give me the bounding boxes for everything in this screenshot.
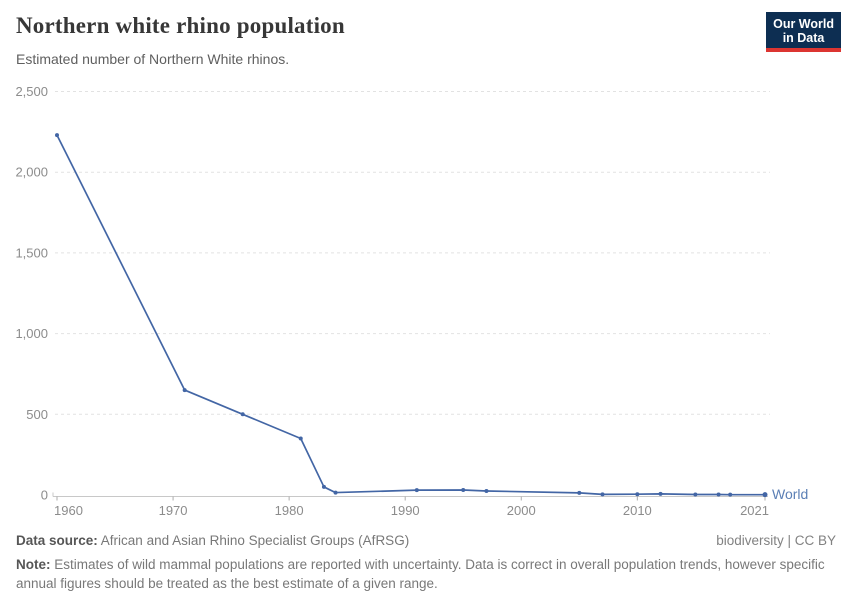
page-title: Northern white rhino population [16, 13, 345, 38]
data-point[interactable] [693, 492, 698, 497]
data-point[interactable] [716, 492, 721, 497]
x-tick-label: 1980 [275, 503, 304, 518]
world-line[interactable] [56, 134, 765, 496]
data-point[interactable] [658, 491, 663, 496]
data-point[interactable] [728, 492, 733, 497]
data-point[interactable] [298, 436, 303, 441]
data-point[interactable] [240, 412, 245, 417]
y-tick-label: 2,500 [15, 84, 48, 99]
footer-note: Note: Estimates of wild mammal populatio… [16, 555, 836, 593]
y-tick-label: 1,000 [15, 326, 48, 341]
license-link[interactable]: biodiversity | CC BY [716, 533, 836, 548]
data-point[interactable] [600, 492, 605, 497]
chart-subtitle: Estimated number of Northern White rhino… [16, 51, 290, 67]
line-chart-plot[interactable]: 0 500 1,000 1,500 2,000 2,500 1960 1970 1980 1990… [0, 0, 850, 530]
x-tick-label: 2000 [507, 503, 536, 518]
x-tick-label: 1970 [159, 503, 188, 518]
entity-label-world[interactable]: World [772, 486, 808, 502]
footer-source-row: Data source: African and Asian Rhino Spe… [16, 531, 836, 550]
y-tick-label: 1,500 [15, 245, 48, 260]
data-source-label: Data source: [16, 533, 98, 548]
x-tick-label: 2010 [623, 503, 652, 518]
data-source-value: African and Asian Rhino Specialist Group… [100, 533, 410, 548]
data-point[interactable] [461, 487, 466, 492]
owid-logo-line2: in Data [782, 31, 825, 45]
data-point[interactable] [333, 490, 338, 495]
x-tick-label: 1960 [54, 503, 83, 518]
data-source: Data source: African and Asian Rhino Spe… [16, 531, 409, 550]
data-point[interactable] [762, 492, 768, 498]
data-point[interactable] [182, 388, 187, 393]
y-tick-label: 500 [26, 407, 48, 422]
data-point[interactable] [55, 133, 59, 138]
owid-logo[interactable]: Our World in Data [766, 12, 841, 52]
x-tick-label: 1990 [391, 503, 420, 518]
chart-footer: Data source: African and Asian Rhino Spe… [16, 531, 836, 593]
data-point[interactable] [484, 488, 489, 493]
data-point[interactable] [577, 490, 582, 495]
data-point[interactable] [321, 484, 326, 489]
note-text: Estimates of wild mammal populations are… [16, 557, 825, 592]
x-tick-label: 2021 [740, 503, 769, 518]
owid-logo-line1: Our World [773, 17, 834, 31]
y-tick-label: 0 [41, 488, 48, 503]
data-point[interactable] [414, 488, 419, 493]
data-point[interactable] [635, 492, 640, 497]
y-tick-label: 2,000 [15, 165, 48, 180]
note-label: Note: [16, 557, 51, 573]
